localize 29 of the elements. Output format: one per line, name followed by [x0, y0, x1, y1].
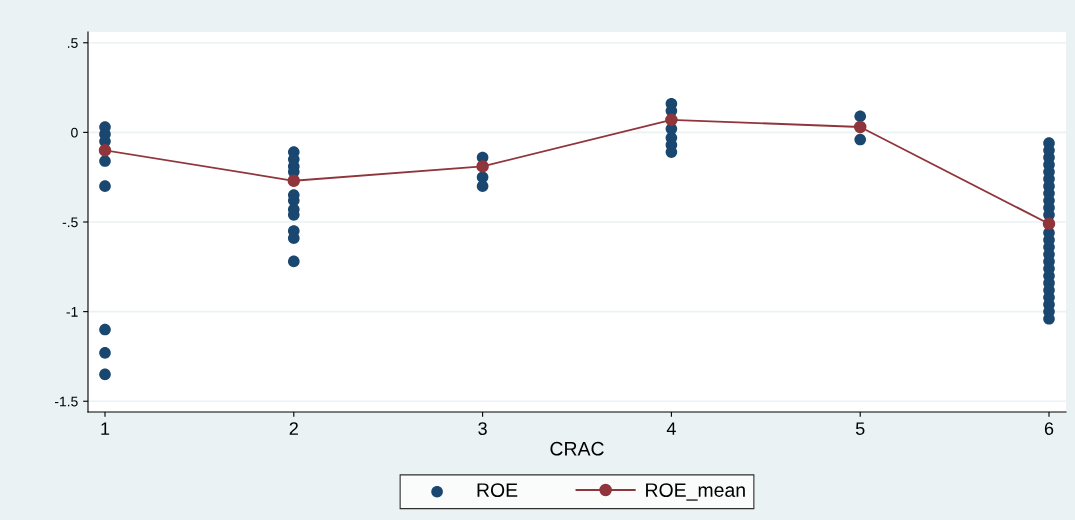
x-tick-label: 1 [101, 422, 110, 435]
point [854, 110, 867, 123]
x-tick-label: 3 [478, 422, 487, 435]
point [99, 323, 111, 336]
y-tick-label: -.5 [62, 217, 78, 228]
x-tick-label: 4 [666, 422, 676, 435]
point [853, 120, 867, 134]
x-tick-label: 6 [1044, 422, 1054, 435]
point [1042, 217, 1056, 231]
point [99, 155, 111, 167]
point [99, 347, 111, 359]
point [854, 133, 867, 146]
legend-label: ROE [477, 483, 518, 497]
point [287, 255, 300, 268]
point [476, 160, 489, 173]
point [98, 144, 112, 157]
x-tick-label: 2 [289, 422, 298, 435]
x-tick-label: 5 [855, 422, 865, 435]
y-tick-label: .5 [67, 38, 78, 48]
point [476, 180, 489, 192]
y-tick-label: -1.5 [54, 396, 78, 407]
y-tick-label: 0 [71, 127, 78, 138]
y-tick-label: -1 [66, 307, 78, 317]
point [99, 180, 111, 192]
point [99, 368, 111, 381]
point [287, 174, 301, 188]
legend-label: ROE_mean [646, 483, 745, 501]
x-axis-title: CRAC [550, 441, 604, 456]
point [665, 113, 678, 127]
